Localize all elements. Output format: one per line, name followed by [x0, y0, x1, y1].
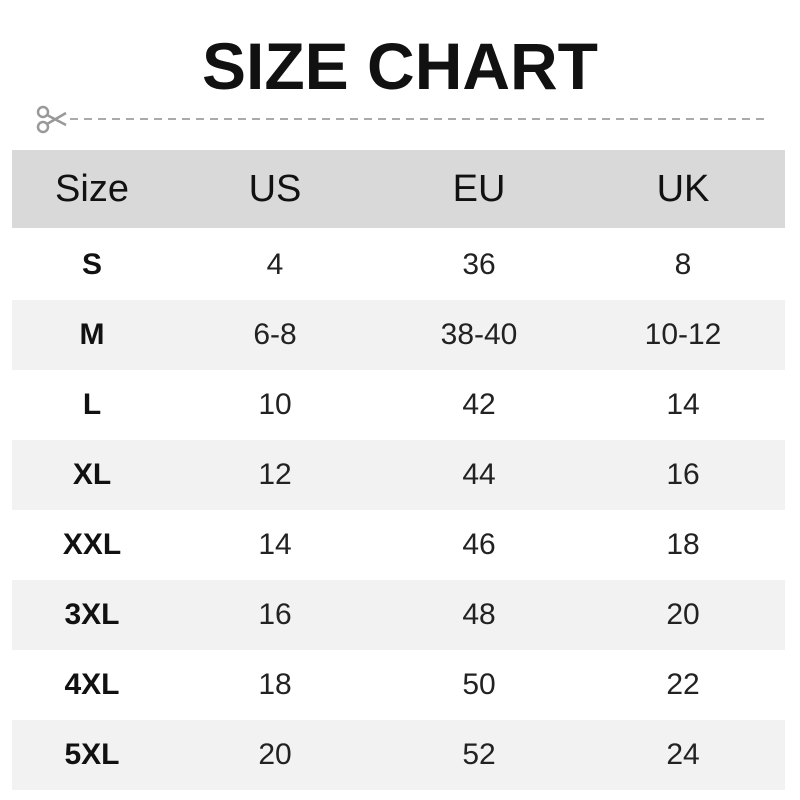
page-title: SIZE CHART	[202, 29, 598, 103]
us-cell: 14	[258, 528, 292, 561]
table-header-row: Size US EU UK	[12, 150, 785, 228]
size-cell: S	[81, 248, 103, 281]
eu-cell: 44	[462, 458, 496, 491]
size-cell: 4XL	[64, 668, 120, 701]
header-us: US	[248, 167, 302, 210]
table-row: L 10 42 14	[12, 370, 785, 440]
header-uk: UK	[656, 167, 710, 210]
eu-cell: 36	[462, 248, 496, 281]
size-cell: L	[82, 388, 102, 421]
uk-cell: 8	[674, 248, 692, 281]
us-cell: 16	[258, 598, 292, 631]
eu-cell: 42	[462, 388, 496, 421]
table-row: 4XL 18 50 22	[12, 650, 785, 720]
us-cell: 4	[266, 248, 284, 281]
scissors-icon	[36, 105, 67, 134]
uk-cell: 20	[666, 598, 700, 631]
us-cell: 12	[258, 458, 292, 491]
header-eu: EU	[452, 167, 506, 210]
size-cell: XXL	[62, 528, 122, 561]
size-table: Size US EU UK S 4 36 8 M 6-8 38-40 10-12 L 10 42 14…	[12, 150, 785, 790]
uk-cell: 22	[666, 668, 700, 701]
table-row: M 6-8 38-40 10-12	[12, 300, 785, 370]
us-cell: 6-8	[253, 318, 297, 351]
eu-cell: 50	[462, 668, 496, 701]
uk-cell: 10-12	[644, 318, 722, 351]
uk-cell: 16	[666, 458, 700, 491]
eu-cell: 48	[462, 598, 496, 631]
eu-cell: 52	[462, 738, 496, 771]
size-cell: 3XL	[64, 598, 120, 631]
table-row: XXL 14 46 18	[12, 510, 785, 580]
us-cell: 18	[258, 668, 292, 701]
table-row: S 4 36 8	[12, 230, 785, 300]
uk-cell: 18	[666, 528, 700, 561]
size-cell: 5XL	[64, 738, 120, 771]
us-cell: 10	[258, 388, 292, 421]
table-row: 5XL 20 52 24	[12, 720, 785, 790]
eu-cell: 46	[462, 528, 496, 561]
table-row: 3XL 16 48 20	[12, 580, 785, 650]
header-size: Size	[55, 167, 129, 210]
uk-cell: 14	[666, 388, 700, 421]
size-cell: M	[79, 318, 105, 351]
eu-cell: 38-40	[440, 318, 518, 351]
uk-cell: 24	[666, 738, 700, 771]
cut-line	[36, 105, 766, 134]
us-cell: 20	[258, 738, 292, 771]
table-row: XL 12 44 16	[12, 440, 785, 510]
size-cell: XL	[72, 458, 112, 491]
